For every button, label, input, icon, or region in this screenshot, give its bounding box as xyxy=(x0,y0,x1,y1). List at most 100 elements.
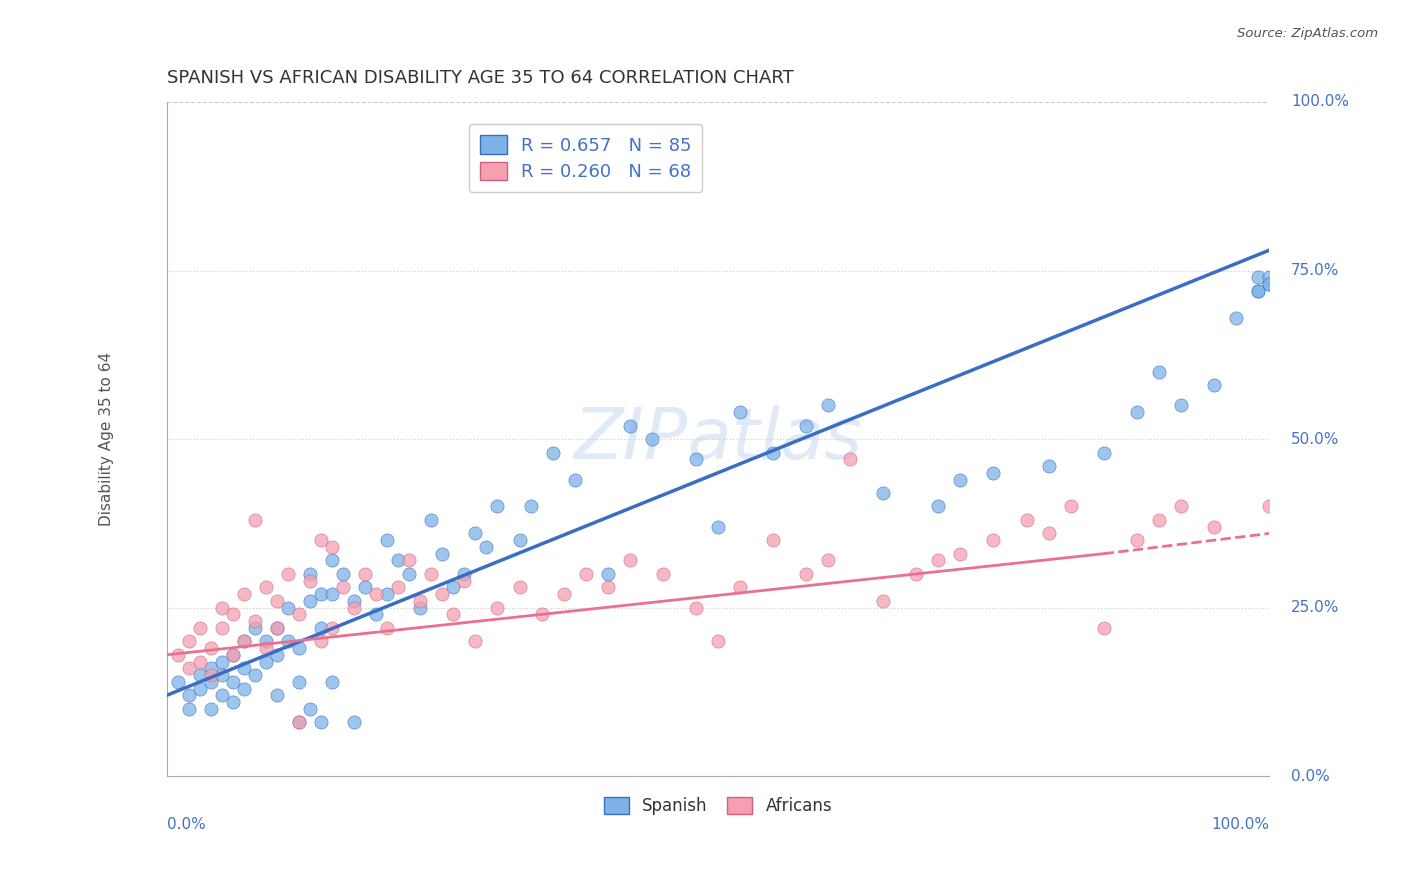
Point xyxy=(166,674,188,689)
Point xyxy=(817,398,839,412)
Point xyxy=(233,634,256,648)
Point xyxy=(1247,270,1270,285)
Point xyxy=(575,566,598,581)
Point xyxy=(983,533,1005,548)
Point xyxy=(266,688,288,702)
Point xyxy=(983,466,1005,480)
Text: 100.0%: 100.0% xyxy=(1291,95,1350,110)
Point xyxy=(596,566,619,581)
Point xyxy=(266,594,288,608)
Point xyxy=(432,587,454,601)
Point xyxy=(277,566,299,581)
Point xyxy=(564,473,586,487)
Point xyxy=(177,661,200,675)
Point xyxy=(343,600,366,615)
Point xyxy=(177,634,200,648)
Point xyxy=(233,634,256,648)
Point xyxy=(309,587,332,601)
Point xyxy=(1258,277,1281,291)
Point xyxy=(464,634,486,648)
Point xyxy=(375,621,398,635)
Point xyxy=(309,634,332,648)
Point xyxy=(794,566,817,581)
Point xyxy=(530,607,553,622)
Point xyxy=(641,432,664,446)
Point xyxy=(794,418,817,433)
Point xyxy=(1147,513,1170,527)
Point xyxy=(288,715,311,730)
Point xyxy=(398,566,420,581)
Point xyxy=(1258,277,1281,291)
Point xyxy=(1126,533,1149,548)
Point xyxy=(453,574,475,588)
Point xyxy=(817,553,839,567)
Point xyxy=(222,674,245,689)
Point xyxy=(211,668,233,682)
Point xyxy=(211,600,233,615)
Point xyxy=(166,648,188,662)
Point xyxy=(288,641,311,656)
Point xyxy=(441,607,464,622)
Point xyxy=(387,581,409,595)
Point xyxy=(188,681,211,696)
Point xyxy=(927,553,949,567)
Point xyxy=(409,600,432,615)
Point xyxy=(453,566,475,581)
Point xyxy=(200,702,222,716)
Point xyxy=(1038,458,1060,473)
Point xyxy=(243,614,266,628)
Point xyxy=(651,566,673,581)
Point xyxy=(541,445,564,459)
Point xyxy=(288,607,311,622)
Point xyxy=(343,715,366,730)
Point xyxy=(200,674,222,689)
Point xyxy=(222,648,245,662)
Point xyxy=(508,581,530,595)
Point xyxy=(619,553,641,567)
Point xyxy=(321,674,343,689)
Point xyxy=(222,607,245,622)
Point xyxy=(266,621,288,635)
Point xyxy=(1247,284,1270,298)
Point xyxy=(366,587,388,601)
Point xyxy=(728,405,751,419)
Point xyxy=(508,533,530,548)
Point xyxy=(905,566,928,581)
Point xyxy=(233,661,256,675)
Point xyxy=(309,621,332,635)
Point xyxy=(519,500,541,514)
Point xyxy=(299,594,322,608)
Point xyxy=(927,500,949,514)
Point xyxy=(243,513,266,527)
Point xyxy=(254,634,277,648)
Text: 75.0%: 75.0% xyxy=(1291,263,1340,278)
Point xyxy=(1147,365,1170,379)
Point xyxy=(1258,500,1281,514)
Point xyxy=(188,668,211,682)
Text: ZIPatlas: ZIPatlas xyxy=(574,405,862,474)
Point xyxy=(1092,445,1115,459)
Point xyxy=(222,648,245,662)
Point xyxy=(685,600,707,615)
Point xyxy=(707,634,730,648)
Point xyxy=(619,418,641,433)
Point xyxy=(332,581,354,595)
Point xyxy=(243,621,266,635)
Point xyxy=(762,445,785,459)
Text: 100.0%: 100.0% xyxy=(1211,817,1270,831)
Point xyxy=(299,702,322,716)
Point xyxy=(409,594,432,608)
Point xyxy=(949,473,972,487)
Point xyxy=(321,540,343,554)
Point xyxy=(387,553,409,567)
Text: 50.0%: 50.0% xyxy=(1291,432,1340,447)
Point xyxy=(266,621,288,635)
Point xyxy=(254,641,277,656)
Point xyxy=(486,600,509,615)
Point xyxy=(277,600,299,615)
Point xyxy=(432,547,454,561)
Point xyxy=(354,581,377,595)
Point xyxy=(1126,405,1149,419)
Point xyxy=(1038,526,1060,541)
Point xyxy=(177,688,200,702)
